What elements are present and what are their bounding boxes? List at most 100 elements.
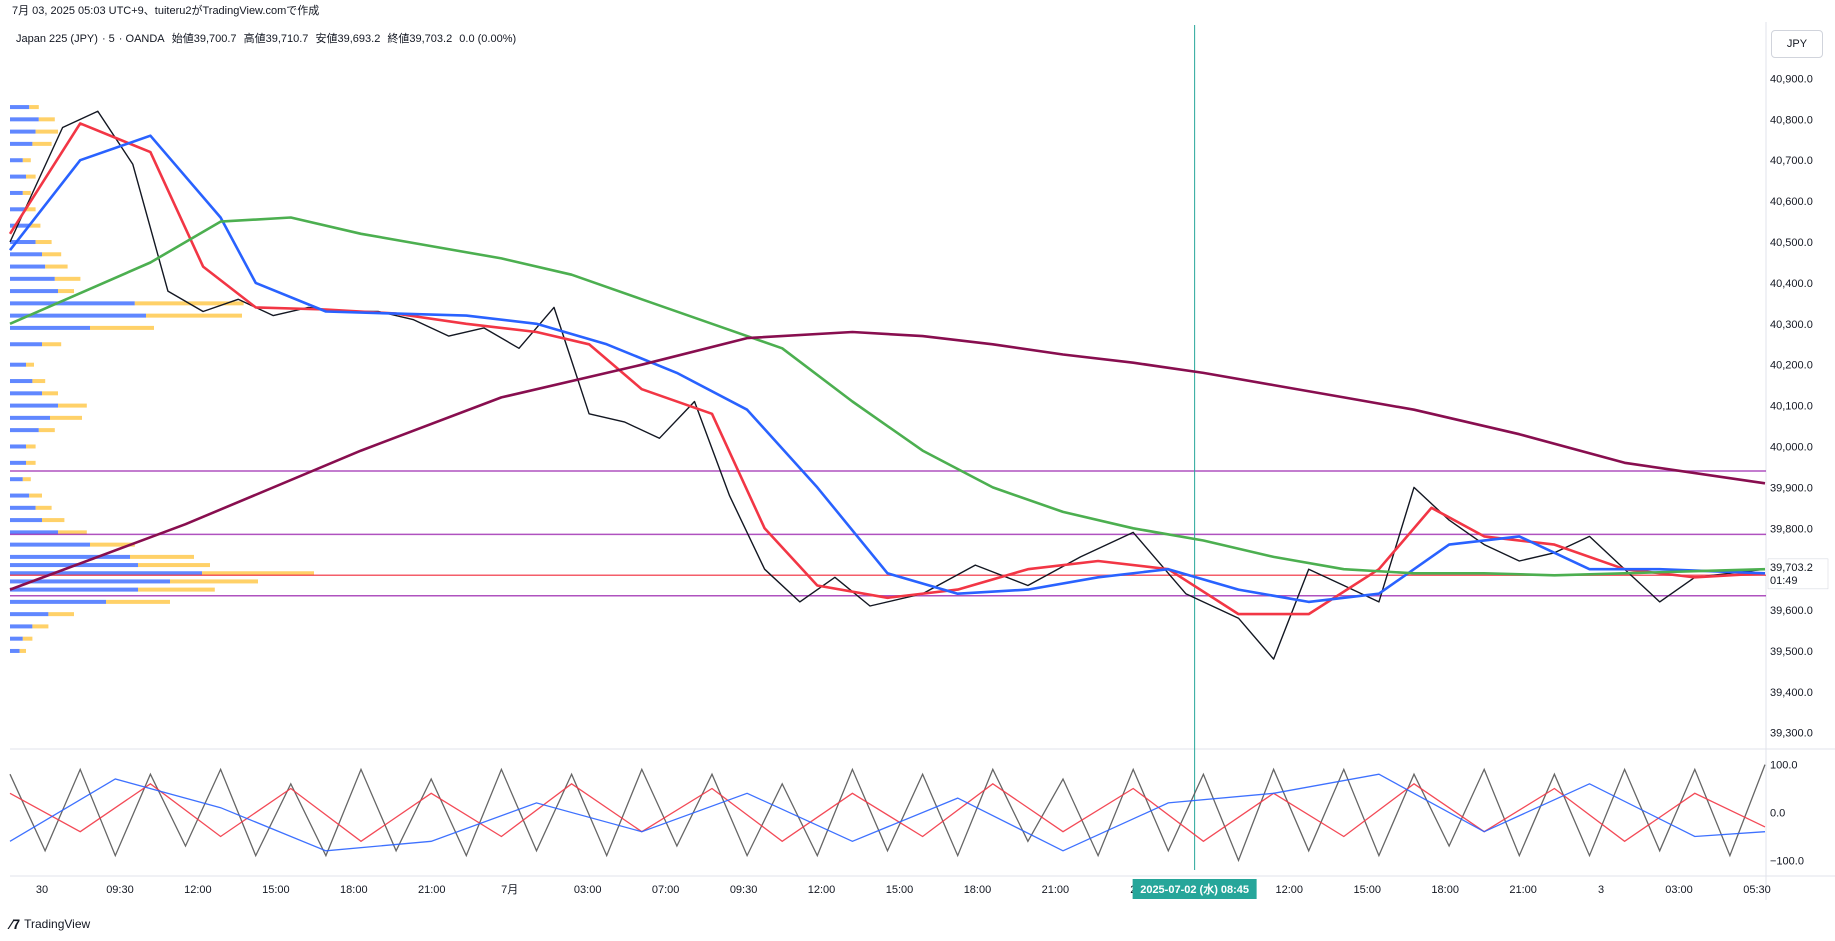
- volume-profile-up-bar: [42, 518, 65, 523]
- volume-profile-down-bar: [10, 542, 90, 547]
- volume-profile-down-bar: [10, 624, 33, 629]
- volume-profile-up-bar: [35, 129, 58, 134]
- series-line-ma_green: [9, 216, 1766, 577]
- volume-profile-up-bar: [35, 240, 52, 245]
- time-tick-label: 21:00: [418, 884, 446, 896]
- crosshair-time-badge: [1132, 879, 1257, 899]
- volume-profile-down-bar: [10, 174, 26, 179]
- last-price-label: 39,703.2: [1770, 562, 1813, 574]
- price-tick-label: 39,600.0: [1770, 605, 1813, 617]
- volume-profile-up-bar: [29, 223, 41, 228]
- volume-profile-up-bar: [54, 276, 81, 281]
- volume-profile-up-bar: [58, 403, 87, 408]
- time-tick-label: 30: [36, 884, 48, 896]
- volume-profile-up-bar: [42, 252, 62, 257]
- time-tick-label: 03:00: [574, 884, 602, 896]
- price-tick-label: 39,300.0: [1770, 728, 1813, 740]
- volume-profile-up-bar: [22, 158, 31, 163]
- volume-profile-down-bar: [10, 313, 146, 318]
- volume-profile-up-bar: [32, 379, 46, 384]
- time-tick-label: 12:00: [1276, 884, 1304, 896]
- time-tick-label: 05:30: [1743, 884, 1771, 896]
- volume-profile-down-bar: [10, 342, 42, 347]
- symbol-name[interactable]: Japan 225 (JPY): [16, 33, 98, 45]
- volume-profile-up-bar: [32, 141, 52, 146]
- volume-profile-up-bar: [19, 648, 26, 653]
- volume-profile-down-bar: [10, 240, 36, 245]
- volume-profile-down-bar: [10, 530, 58, 535]
- time-tick-label: 15:00: [262, 884, 290, 896]
- countdown-label: 01:49: [1770, 575, 1798, 587]
- volume-profile-up-bar: [29, 105, 39, 110]
- volume-profile-down-bar: [10, 190, 23, 195]
- ohlc-change: 0.0 (0.00%): [459, 33, 517, 45]
- ohlc-high: 高値39,710.7: [243, 33, 309, 45]
- price-tick-label: 39,800.0: [1770, 523, 1813, 535]
- volume-profile-up-bar: [202, 571, 314, 576]
- oscillator-tick-label: −100.0: [1770, 855, 1804, 867]
- price-tick-label: 40,000.0: [1770, 441, 1813, 453]
- volume-profile-down-bar: [10, 612, 49, 617]
- volume-profile-down-bar: [10, 117, 39, 122]
- volume-profile-down-bar: [10, 648, 20, 653]
- volume-profile-up-bar: [38, 428, 55, 433]
- series-line-price: [9, 110, 1766, 660]
- volume-profile-down-bar: [10, 493, 30, 498]
- series-line-ma_blue: [8, 134, 1766, 604]
- volume-profile-up-bar: [22, 190, 31, 195]
- footer-brand[interactable]: TradingView: [24, 917, 91, 931]
- price-tick-label: 40,200.0: [1770, 360, 1813, 372]
- volume-profile-up-bar: [29, 493, 42, 498]
- volume-profile-up-bar: [138, 587, 215, 592]
- time-tick-label: 21:00: [1042, 884, 1070, 896]
- time-tick-label: 12:00: [808, 884, 836, 896]
- oscillator-tick-label: 0.0: [1770, 808, 1785, 820]
- time-tick-label: 18:00: [964, 884, 992, 896]
- volume-profile-down-bar: [10, 428, 39, 433]
- volume-profile-down-bar: [10, 477, 23, 482]
- time-tick-label: 7月: [501, 884, 518, 896]
- volume-profile-down-bar: [10, 460, 26, 465]
- volume-profile-up-bar: [138, 563, 210, 568]
- footer: ⁄7 TradingView: [10, 916, 90, 932]
- volume-profile-down-bar: [10, 207, 26, 212]
- volume-profile-up-bar: [35, 505, 52, 510]
- volume-profile-down-bar: [10, 379, 33, 384]
- volume-profile-down-bar: [10, 362, 26, 367]
- price-tick-label: 39,900.0: [1770, 482, 1813, 494]
- volume-profile-down-bar: [10, 289, 58, 294]
- time-tick-label: 09:30: [106, 884, 134, 896]
- price-tick-label: 40,900.0: [1770, 73, 1813, 85]
- tradingview-logo-icon[interactable]: ⁄7: [10, 916, 21, 932]
- volume-profile-down-bar: [10, 571, 202, 576]
- volume-profile-down-bar: [10, 252, 42, 257]
- symbol-interval[interactable]: 5: [108, 33, 115, 45]
- price-tick-label: 40,100.0: [1770, 401, 1813, 413]
- volume-profile-up-bar: [50, 415, 82, 420]
- volume-profile-up-bar: [42, 391, 58, 396]
- volume-profile-down-bar: [10, 579, 170, 584]
- ohlc-close: 終値39,703.2: [387, 33, 453, 45]
- volume-profile-up-bar: [58, 289, 74, 294]
- volume-profile-up-bar: [106, 599, 170, 604]
- volume-profile-up-bar: [38, 117, 55, 122]
- volume-profile-down-bar: [10, 403, 58, 408]
- volume-profile-up-bar: [170, 579, 258, 584]
- volume-profile-down-bar: [10, 444, 26, 449]
- price-tick-label: 39,400.0: [1770, 687, 1813, 699]
- series-line-ma_red: [8, 122, 1766, 616]
- volume-profile-down-bar: [10, 415, 50, 420]
- currency-button[interactable]: JPY: [1771, 30, 1823, 58]
- volume-profile-up-bar: [90, 325, 154, 330]
- symbol-source: OANDA: [125, 33, 165, 45]
- volume-profile-up-bar: [26, 460, 36, 465]
- volume-profile-up-bar: [48, 612, 74, 617]
- volume-profile-up-bar: [42, 342, 62, 347]
- volume-profile-down-bar: [10, 223, 30, 228]
- time-tick-label: 03:00: [1665, 884, 1693, 896]
- time-tick-label: 07:00: [652, 884, 680, 896]
- time-tick-label: 15:00: [886, 884, 914, 896]
- volume-profile-up-bar: [90, 542, 135, 547]
- volume-profile-down-bar: [10, 554, 130, 559]
